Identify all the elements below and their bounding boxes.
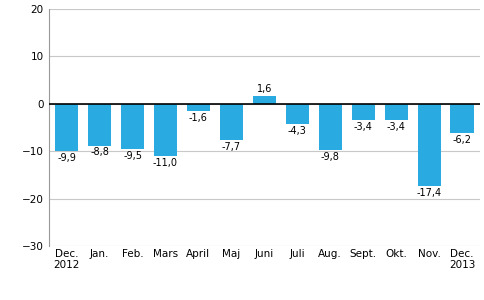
- Text: -9,5: -9,5: [123, 151, 142, 161]
- Text: -9,9: -9,9: [57, 153, 76, 163]
- Bar: [417, 104, 439, 186]
- Bar: [88, 104, 111, 146]
- Text: -1,6: -1,6: [189, 113, 208, 123]
- Bar: [186, 104, 210, 111]
- Text: -17,4: -17,4: [416, 188, 441, 198]
- Text: -9,8: -9,8: [320, 152, 339, 162]
- Text: -4,3: -4,3: [287, 126, 306, 136]
- Bar: [285, 104, 308, 124]
- Text: -11,0: -11,0: [152, 158, 178, 168]
- Text: -3,4: -3,4: [353, 122, 372, 132]
- Bar: [351, 104, 374, 120]
- Bar: [450, 104, 472, 133]
- Bar: [252, 96, 275, 104]
- Bar: [55, 104, 78, 151]
- Bar: [219, 104, 242, 140]
- Text: -7,7: -7,7: [221, 142, 241, 152]
- Text: -6,2: -6,2: [452, 135, 470, 145]
- Bar: [384, 104, 407, 120]
- Bar: [121, 104, 144, 149]
- Bar: [153, 104, 177, 156]
- Text: -3,4: -3,4: [386, 122, 405, 132]
- Bar: [318, 104, 341, 150]
- Text: 1,6: 1,6: [256, 84, 272, 94]
- Text: -8,8: -8,8: [90, 147, 109, 158]
